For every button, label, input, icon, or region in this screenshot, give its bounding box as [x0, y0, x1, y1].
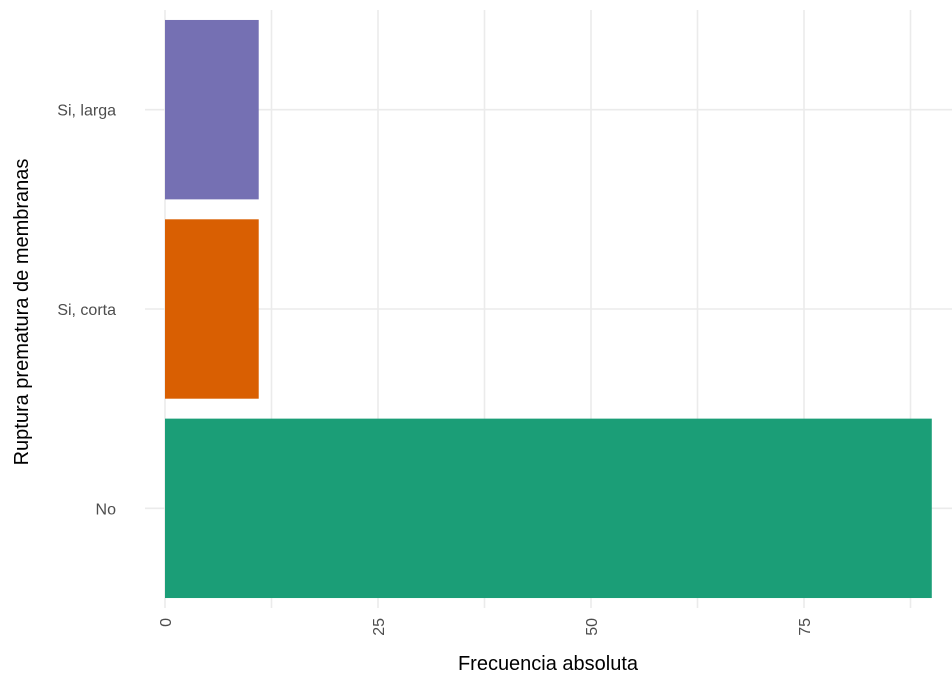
x-axis-title: Frecuencia absoluta	[458, 653, 639, 675]
bar-no	[165, 418, 932, 599]
x-tick-label: 50	[584, 618, 601, 636]
y-tick-label: No	[96, 501, 117, 518]
y-axis-tick-labels: No Si, corta Si, larga	[57, 103, 117, 519]
x-tick-label: 0	[158, 618, 175, 627]
x-axis-tick-labels: 0 25 50 75	[158, 618, 814, 636]
bar-si-corta	[165, 219, 259, 399]
x-tick-label: 25	[371, 618, 388, 636]
y-tick-label: Si, corta	[57, 302, 116, 319]
y-tick-label: Si, larga	[57, 103, 116, 120]
x-tick-label: 75	[797, 618, 814, 636]
y-axis-title: Ruptura prematura de membranas	[11, 159, 33, 466]
bar-si-larga	[165, 19, 259, 200]
bars	[165, 19, 932, 599]
